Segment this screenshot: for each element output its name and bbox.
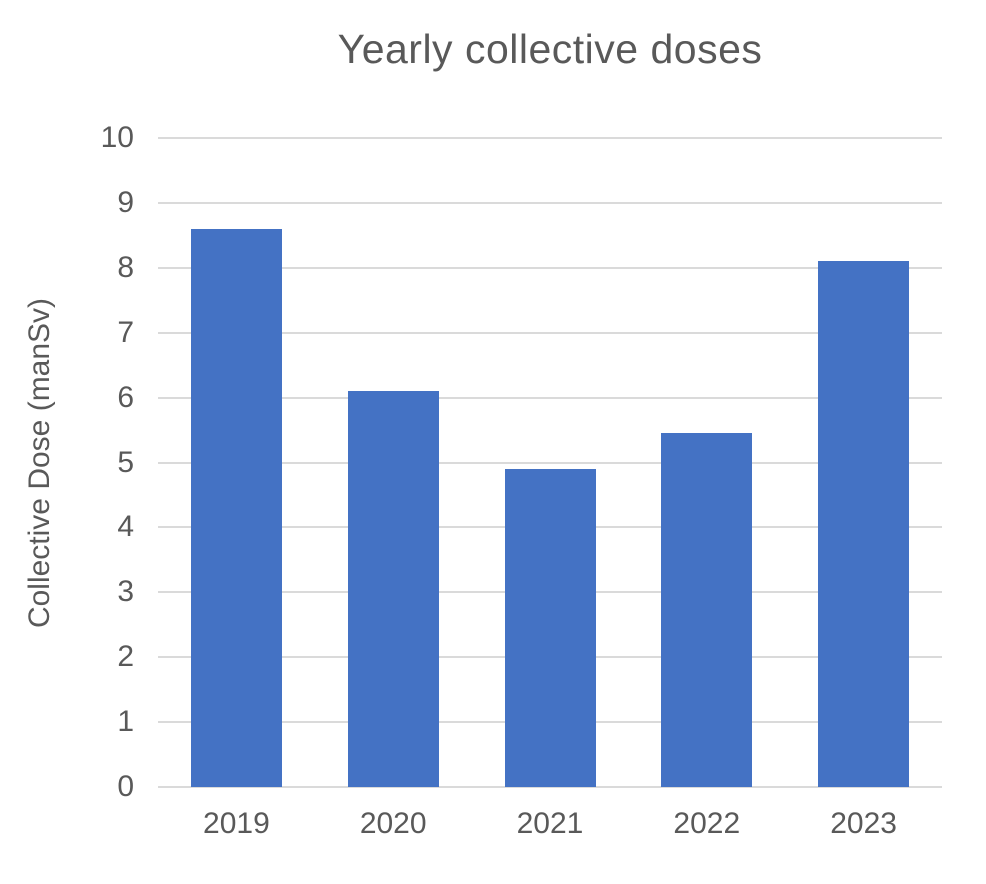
bar-2021 [504,469,596,787]
y-tick-label: 9 [117,185,134,219]
bar-2020 [347,391,439,787]
x-tick-label: 2023 [830,807,897,840]
bar-2019 [190,228,282,787]
gridline [158,201,942,204]
gridline [158,137,942,139]
y-tick-label: 10 [100,121,134,154]
x-tick-label: 2019 [203,807,270,840]
y-tick-label: 1 [117,705,134,739]
gridline [158,266,942,269]
gridline [158,396,942,399]
bar-2022 [661,433,753,787]
x-tick-label: 2020 [359,807,427,840]
bar-2023 [818,261,910,787]
y-tick-label: 0 [117,770,134,803]
plot-area [158,137,942,788]
gridline [158,786,942,788]
gridline [158,461,942,464]
x-axis-tick-labels: 2019 2020 2021 2022 2023 [158,806,942,850]
y-axis-tick-labels: 0 1 2 3 4 5 6 7 8 9 10 [0,123,134,802]
x-tick-label: 2022 [673,807,741,840]
y-tick-label: 6 [117,380,134,414]
y-tick-label: 8 [117,250,134,284]
gridline [158,331,942,334]
y-tick-label: 3 [117,575,134,609]
y-tick-label: 4 [117,510,134,544]
y-tick-label: 7 [117,315,134,349]
y-tick-label: 2 [117,640,134,674]
x-tick-label: 2021 [516,807,584,840]
chart-title: Yearly collective doses [337,26,763,72]
y-tick-label: 5 [117,445,134,479]
